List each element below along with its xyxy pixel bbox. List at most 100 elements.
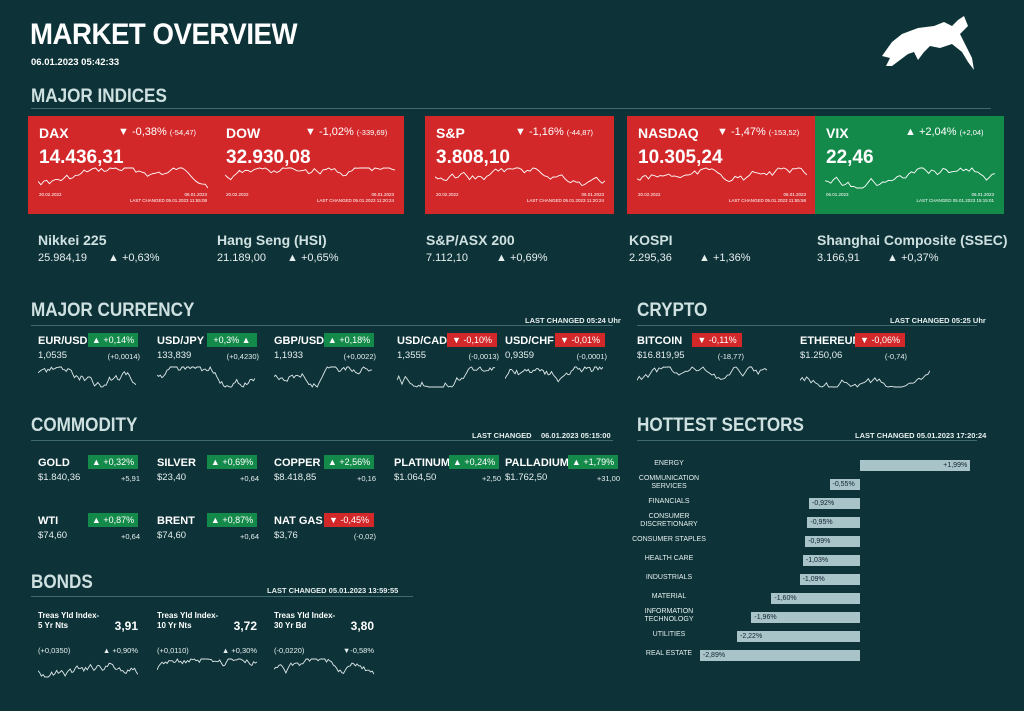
bond-item[interactable]: Treas Yld Index-5 Yr Nts 3,91 (+0,0350) ▲ +… — [38, 611, 138, 683]
sparkline-chart — [38, 662, 138, 678]
index-card-change-abs: (-44,87) — [566, 128, 594, 137]
change-badge-up: ▲ +0,87% — [207, 513, 257, 527]
sparkline-line — [38, 366, 136, 388]
index-card-change-abs: (-153,52) — [768, 128, 800, 137]
ticker-symbol: USD/CHF — [505, 335, 554, 347]
sector-bar: +1,99% — [860, 460, 971, 471]
section-title-bonds: BONDS — [31, 572, 93, 593]
change-badge-up: ▲ +0,18% — [324, 333, 374, 347]
change-badge-down: ▼ -0,06% — [855, 333, 905, 347]
section-divider — [31, 440, 613, 441]
bond-change-abs: (+0,0350) — [38, 646, 71, 655]
index-card-change-percent: ▼ -0,38% — [118, 126, 167, 138]
bond-change-abs: (+0,0110) — [157, 646, 189, 655]
ticker-price: $1.250,06 — [800, 350, 843, 361]
ticker-gbpusd[interactable]: GBP/USD ▲ +0,18% 1,1933 (+0,0022) — [274, 333, 376, 397]
ticker-usdjpy[interactable]: USD/JPY +0,3% ▲ 133,839 (+0,4230) — [157, 333, 259, 397]
sparkline-line — [38, 167, 208, 189]
sector-label: COMMUNICATION SERVICES — [638, 475, 700, 490]
ticker-brent[interactable]: BRENT ▲ +0,87% $74,60 +0,64 — [157, 513, 259, 577]
index-card-start-date: 20.02.2022 — [436, 192, 459, 197]
sector-value-label: -1,09% — [802, 576, 825, 583]
sector-value-label: +1,99% — [943, 462, 968, 469]
sparkline-chart — [274, 658, 374, 675]
ticker-price: $23,40 — [157, 472, 187, 483]
section-divider — [637, 325, 977, 326]
index-card-end-date: 06.01.2023 — [581, 192, 604, 197]
change-badge-down: ▼ -0,10% — [447, 333, 497, 347]
change-badge-up: ▲ +0,32% — [88, 455, 138, 469]
index-card-vix[interactable]: VIX ▲ +2,04% (+2,04) 22,46 06.01.2023 06.01.2… — [815, 116, 1004, 214]
ticker-price: $3,76 — [274, 530, 298, 541]
index-name: KOSPI — [629, 232, 673, 248]
index-item: Nikkei 225 25.984,19 ▲ +0,63% — [38, 232, 208, 266]
sector-value-label: -1,03% — [805, 557, 829, 564]
ticker-copper[interactable]: COPPER ▲ +2,56% $8.418,85 +0,16 — [274, 455, 376, 519]
index-card-nasdaq[interactable]: NASDAQ ▼ -1,47% (-153,52) 10.305,24 20.02.20… — [627, 116, 816, 214]
sector-label: ENERGY — [654, 460, 684, 467]
ticker-silver[interactable]: SILVER ▲ +0,69% $23,40 +0,64 — [157, 455, 259, 519]
bond-item[interactable]: Treas Yld Index-30 Yr Bd 3,80 (-0,0220) ▼-0… — [274, 611, 374, 683]
sparkline-chart — [435, 167, 605, 187]
sector-bar: -1,96% — [751, 612, 860, 623]
ticker-price: $1.064,50 — [394, 472, 437, 483]
change-badge-up: ▲ +0,69% — [207, 455, 257, 469]
ticker-palladium[interactable]: PALLADIUM ▲ +1,79% $1.762,50 +31,00 — [505, 455, 620, 519]
sector-bar: -0,92% — [809, 498, 860, 509]
ticker-change-abs: +2,50 — [482, 474, 501, 483]
change-badge-up: ▲ +0,14% — [88, 333, 138, 347]
sparkline-line — [637, 167, 807, 182]
index-change: ▲ +0,65% — [287, 252, 339, 264]
sparkline-line — [800, 370, 930, 388]
ticker-eurusd[interactable]: EUR/USD ▲ +0,14% 1,0535 (+0,0014) — [38, 333, 140, 397]
section-title-sectors: HOTTEST SECTORS — [637, 415, 804, 436]
page-title: MARKET OVERVIEW — [30, 18, 298, 51]
ticker-platinum[interactable]: PLATINUM ▲ +0,24% $1.064,50 +2,50 — [394, 455, 501, 519]
bond-value: 3,91 — [114, 619, 138, 633]
ticker-ethereum[interactable]: ETHEREUM ▼ -0,06% $1.250,06 (-0,74) — [800, 333, 930, 397]
ticker-price: $74,60 — [157, 530, 187, 541]
ticker-natgas[interactable]: NAT GAS ▼ -0,45% $3,76 (-0,02) — [274, 513, 376, 577]
ticker-change-abs: (+0,0014) — [107, 352, 140, 361]
sector-value-label: -0,92% — [812, 500, 835, 507]
sector-value-label: -0,99% — [808, 538, 831, 545]
sparkline-chart — [38, 366, 136, 388]
ticker-price: $74,60 — [38, 530, 68, 541]
ticker-gold[interactable]: GOLD ▲ +0,32% $1.840,36 +5,91 — [38, 455, 140, 519]
sector-bar: -2,22% — [737, 631, 860, 642]
ticker-price: $1.840,36 — [38, 472, 81, 483]
ticker-usdcad[interactable]: USD/CAD ▼ -0,10% 1,3555 (-0,0013) — [397, 333, 499, 397]
index-card-dax[interactable]: DAX ▼ -0,38% (-54,47) 14.436,31 20.02.2022 06… — [28, 116, 217, 214]
ticker-change-abs: +5,91 — [121, 474, 140, 483]
ticker-bitcoin[interactable]: BITCOIN ▼ -0,11% $16.819,95 (-18,77) — [637, 333, 767, 397]
ticker-change-abs: (+0,0022) — [343, 352, 376, 361]
index-card-value: 3.808,10 — [436, 147, 510, 168]
index-row: 7.112,10 ▲ +0,69% — [426, 252, 596, 266]
section-divider — [637, 440, 977, 441]
index-item: KOSPI 2.295,36 ▲ +1,36% — [629, 232, 799, 266]
index-value: 7.112,10 — [426, 252, 469, 264]
sparkline-chart — [825, 167, 995, 189]
sector-label: CONSUMER STAPLES — [632, 536, 706, 543]
index-card-last-changed: LAST CHANGED 05.01.2023 11:55:08 — [129, 198, 207, 203]
bond-item[interactable]: Treas Yld Index-10 Yr Nts 3,72 (+0,0110) ▲ … — [157, 611, 257, 683]
index-card-last-changed: LAST CHANGED 05.01.2023 15:15:01 — [916, 198, 994, 203]
ticker-symbol: BITCOIN — [637, 335, 683, 347]
index-card-sp[interactable]: S&P ▼ -1,16% (-44,87) 3.808,10 20.02.2022 06.… — [425, 116, 614, 214]
index-card-change-abs: (+2,04) — [959, 128, 984, 137]
index-card-end-date: 06.01.2023 — [184, 192, 207, 197]
ticker-symbol: USD/JPY — [157, 335, 205, 347]
ticker-price: $8.418,85 — [274, 472, 317, 483]
index-card-dow[interactable]: DOW ▼ -1,02% (-339,69) 32.930,08 20.02.2022 0… — [215, 116, 404, 214]
index-value: 3.166,91 — [817, 252, 860, 264]
index-card-last-changed: LAST CHANGED 05.01.2023 11:55:58 — [728, 198, 806, 203]
bull-logo-icon — [882, 16, 974, 70]
timestamp: 06.01.2023 05:42:33 — [31, 57, 120, 68]
sector-bar: -1,60% — [771, 593, 860, 604]
ticker-wti[interactable]: WTI ▲ +0,87% $74,60 +0,64 — [38, 513, 140, 577]
section-title-indices: MAJOR INDICES — [31, 86, 167, 107]
ticker-usdchf[interactable]: USD/CHF ▼ -0,01% 0,9359 (-0,0001) — [505, 333, 607, 397]
ticker-change-abs: (-18,77) — [717, 352, 744, 361]
sector-value-label: -2,22% — [740, 633, 763, 640]
sparkline-line — [157, 658, 257, 671]
